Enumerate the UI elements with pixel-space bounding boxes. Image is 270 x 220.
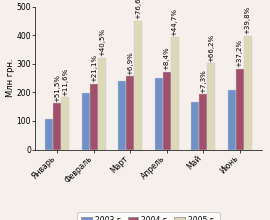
Bar: [163, 72, 171, 150]
Bar: [228, 90, 235, 150]
Text: +11,6%: +11,6%: [62, 67, 68, 95]
Bar: [82, 93, 90, 150]
Text: +21,1%: +21,1%: [91, 54, 97, 82]
Text: +37,2%: +37,2%: [237, 39, 242, 67]
Bar: [199, 94, 207, 150]
Text: +44,7%: +44,7%: [172, 8, 178, 36]
Bar: [45, 119, 53, 150]
Text: +6,9%: +6,9%: [127, 51, 133, 75]
Bar: [118, 81, 126, 150]
Y-axis label: Млн грн.: Млн грн.: [6, 59, 15, 97]
Text: +40,5%: +40,5%: [99, 28, 105, 56]
Bar: [171, 37, 179, 150]
Text: +7,3%: +7,3%: [200, 69, 206, 93]
Text: +51,5%: +51,5%: [55, 73, 60, 102]
Bar: [155, 77, 163, 150]
Bar: [235, 69, 244, 150]
Bar: [134, 21, 142, 150]
Legend: 2003 г., 2004 г., 2005 г.: 2003 г., 2004 г., 2005 г.: [77, 212, 220, 220]
Text: +39,8%: +39,8%: [245, 6, 251, 34]
Bar: [62, 97, 69, 150]
Text: +66,2%: +66,2%: [208, 33, 214, 62]
Bar: [126, 76, 134, 150]
Bar: [244, 36, 252, 150]
Bar: [191, 102, 199, 150]
Text: +8,4%: +8,4%: [164, 46, 170, 70]
Bar: [90, 84, 98, 150]
Bar: [207, 63, 215, 150]
Bar: [53, 103, 62, 150]
Text: +76,6%: +76,6%: [135, 0, 141, 19]
Bar: [98, 58, 106, 150]
